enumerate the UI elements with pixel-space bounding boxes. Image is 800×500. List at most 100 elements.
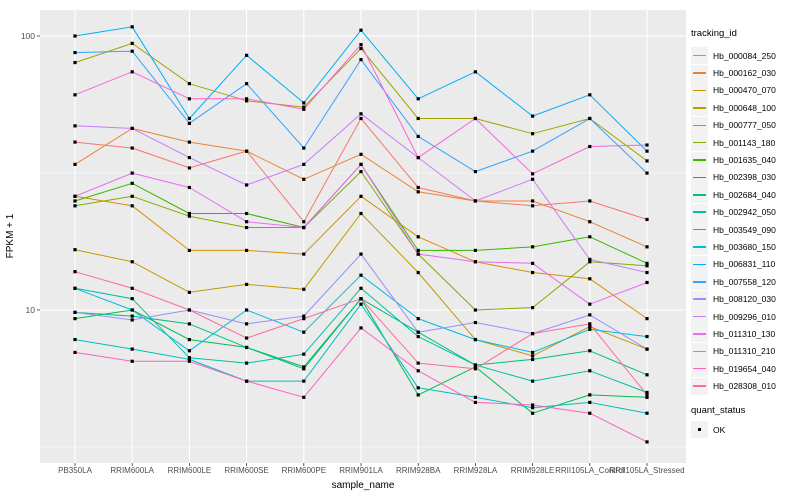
legend-key-line-icon [693, 89, 706, 92]
legend-entry: Hb_002684_040 [691, 186, 800, 204]
legend-key-line-icon [693, 107, 706, 109]
legend-entry-label: Hb_000162_030 [713, 68, 776, 79]
legend-key-line-icon [693, 124, 706, 126]
axis-ticks [37, 35, 648, 466]
legend-entry: Hb_003680_150 [691, 238, 800, 256]
x-tick-label: RRII105LA_Stressed [609, 466, 684, 475]
legend-key-line-icon [693, 141, 706, 144]
x-tick-label: RRIM600LA [110, 466, 154, 475]
legend-entry: Hb_002942_050 [691, 203, 800, 221]
legend-key [691, 186, 708, 204]
legend-entry: Hb_000470_070 [691, 81, 800, 99]
legend-entry: Hb_007558_120 [691, 273, 800, 291]
legend-entry: Hb_011310_130 [691, 325, 800, 343]
legend-entry-label: Hb_000470_070 [713, 85, 776, 96]
square-point-icon [697, 427, 702, 432]
data-points [73, 25, 649, 444]
legend-key [691, 255, 708, 273]
legend-title: tracking_id [691, 28, 737, 39]
legend-entry-label: Hb_001143_180 [713, 137, 776, 148]
legend-entry-label: Hb_028308_010 [713, 381, 776, 392]
legend-key-line-icon [693, 159, 706, 161]
legend-key-line-icon [693, 367, 706, 370]
x-tick-label: PB350LA [58, 466, 92, 475]
x-tick-labels: PB350LA RRIM600LA RRIM600LE RRIM600SE RRIM60… [58, 466, 684, 475]
legend-entry: Hb_000084_250 [691, 47, 800, 65]
legend-key [691, 168, 708, 186]
legend-entry-ok: OK [691, 421, 800, 438]
legend-entry: Hb_011310_210 [691, 342, 800, 360]
legend-key-line-icon [693, 246, 706, 248]
x-tick-label: RRIM600PE [282, 466, 326, 475]
legend-entry-label: Hb_003549_090 [713, 224, 776, 235]
legend-key-line-icon [693, 194, 706, 196]
legend-entry-label: Hb_002398_030 [713, 172, 776, 183]
legend-entry-label: Hb_008120_030 [713, 294, 776, 305]
x-tick-label: RRII105LA_Control [555, 466, 625, 475]
legend-entry: Hb_008120_030 [691, 290, 800, 308]
legend-key [691, 47, 708, 65]
x-tick-label: RRIM901LA [339, 466, 383, 475]
legend-key-line-icon [693, 281, 706, 283]
legend-entry-ok-label: OK [713, 424, 726, 435]
legend-key-line-icon [693, 228, 706, 231]
x-tick-label: RRIM928LE [511, 466, 555, 475]
legend-key [691, 377, 708, 395]
legend-key [691, 81, 708, 99]
legend-entry-label: Hb_009296_010 [713, 311, 776, 322]
legend-key [691, 325, 708, 343]
legend-entry: Hb_000162_030 [691, 64, 800, 82]
x-axis-title: sample_name [332, 480, 395, 491]
legend-key-line-icon [693, 333, 706, 335]
legend-entry-label: Hb_003680_150 [713, 241, 776, 252]
legend-entry: Hb_000777_050 [691, 116, 800, 134]
legend-entry: Hb_001635_040 [691, 151, 800, 169]
legend-key [691, 116, 708, 134]
legend-key [691, 360, 708, 378]
legend-entry: Hb_006831_110 [691, 255, 800, 273]
legend-key [691, 221, 708, 239]
legend-entry: Hb_003549_090 [691, 221, 800, 239]
y-tick-label-100: 100 [21, 31, 35, 41]
legend-entry-label: Hb_011310_210 [713, 346, 776, 357]
legend-entries: Hb_000084_250 Hb_000162_030 Hb_000470_070 H… [691, 47, 800, 395]
legend-key [691, 64, 708, 82]
legend-key [691, 308, 708, 326]
y-axis-title: FPKM + 1 [5, 213, 16, 258]
legend-entry-label: Hb_002942_050 [713, 207, 776, 218]
legend-key-line-icon [693, 263, 706, 266]
legend-entry-label: Hb_011310_130 [713, 328, 776, 339]
legend-key-line-icon [693, 298, 706, 300]
legend-key-line-icon [693, 385, 706, 387]
legend-key [691, 342, 708, 360]
legend-key [691, 273, 708, 291]
y-tick-label-10: 10 [26, 305, 36, 315]
legend-key [691, 238, 708, 256]
quant-status-title: quant_status [691, 404, 746, 416]
legend-key [691, 99, 708, 117]
legend-entry-label: Hb_000777_050 [713, 120, 776, 131]
x-tick-label: RRIM928LA [454, 466, 498, 475]
legend-key-line-icon [693, 211, 706, 213]
legend-entry: Hb_000648_100 [691, 99, 800, 117]
legend-key [691, 290, 708, 308]
plot-panel [40, 10, 686, 463]
legend: tracking_id Hb_000084_250 Hb_000162_030 Hb… [691, 28, 800, 438]
legend-entry: Hb_028308_010 [691, 377, 800, 395]
legend-entry-label: Hb_000084_250 [713, 50, 776, 61]
legend-entry-label: Hb_000648_100 [713, 102, 776, 113]
legend-entry-label: Hb_007558_120 [713, 276, 776, 287]
legend-key [691, 134, 708, 152]
legend-entry: Hb_001143_180 [691, 134, 800, 152]
legend-key [691, 151, 708, 169]
legend-entry: Hb_009296_010 [691, 308, 800, 326]
x-tick-label: RRIM600SE [224, 466, 268, 475]
legend-entry-label: Hb_001635_040 [713, 155, 776, 166]
legend-key-line-icon [693, 54, 706, 57]
legend-entry: Hb_019654_040 [691, 360, 800, 378]
legend-entry: Hb_002398_030 [691, 168, 800, 186]
legend-key-line-icon [693, 350, 706, 353]
legend-key [691, 203, 708, 221]
